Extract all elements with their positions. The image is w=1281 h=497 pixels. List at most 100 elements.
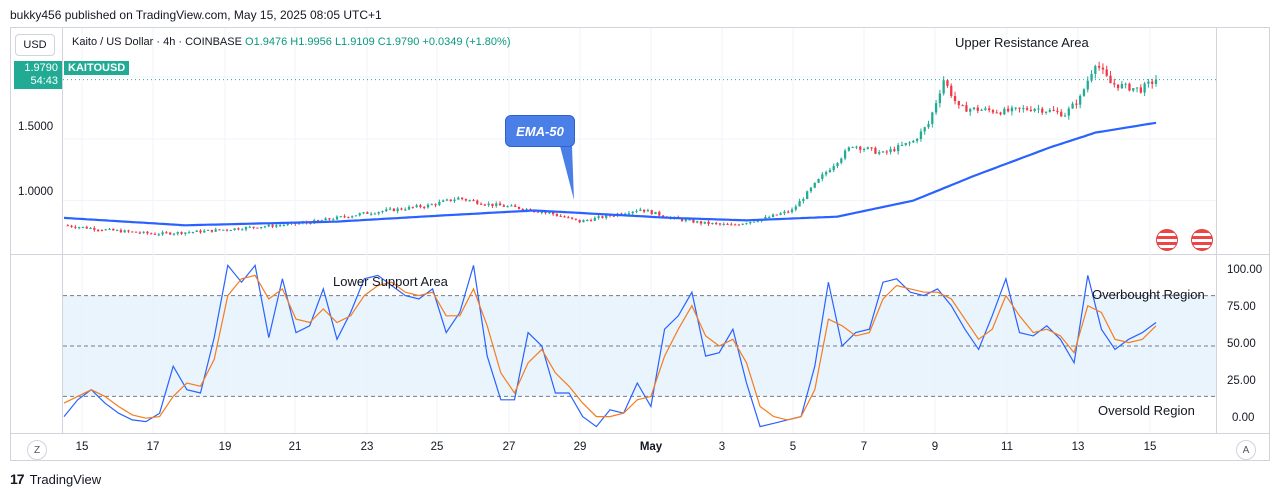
candle-body [161, 232, 164, 235]
us-flag-event-icon[interactable] [1156, 229, 1178, 251]
candle-body [859, 146, 862, 150]
candle-body [309, 222, 312, 224]
candle-body [567, 217, 570, 219]
lower-support-label: Lower Support Area [333, 274, 448, 289]
legend-low: L1.9109 [334, 36, 375, 48]
candle-body [278, 225, 282, 227]
candle-body [172, 233, 176, 235]
time-axis-label: 7 [860, 441, 868, 453]
candle-body [214, 229, 217, 232]
candle-body [1029, 109, 1033, 111]
symbol-legend: Kaito / US Dollar · 4h · COINBASE O1.947… [72, 36, 511, 48]
candle-body [169, 232, 172, 235]
candle-body [1147, 81, 1150, 84]
candle-body [1154, 79, 1158, 84]
candle-body [229, 230, 232, 232]
candle-body [267, 224, 270, 227]
candle-body [988, 108, 991, 111]
candle-body [540, 212, 543, 214]
candle-body [658, 211, 661, 216]
candle-body [601, 216, 604, 218]
candle-body [320, 220, 323, 222]
candle-body [347, 216, 350, 218]
candle-body [453, 199, 456, 201]
candle-body [423, 207, 426, 209]
candle-body [134, 231, 138, 233]
candle-body [324, 218, 327, 221]
ema-50-line [63, 121, 1157, 227]
candle-body [491, 203, 494, 206]
osc-axis-label: 100.00 [1227, 264, 1263, 276]
candle-body [563, 216, 566, 218]
candle-body [878, 152, 881, 154]
candle-body [737, 224, 741, 226]
candle-body [510, 205, 513, 207]
candle-body [263, 226, 267, 228]
candle-body [442, 200, 445, 202]
candle-body [631, 211, 634, 214]
candle-body [855, 146, 858, 148]
candle-body [411, 206, 414, 208]
time-axis-label: 15 [75, 441, 89, 453]
candle-body [1120, 84, 1124, 89]
currency-button[interactable]: USD [15, 34, 55, 56]
stoch-d-line [63, 274, 1157, 421]
time-axis-label: 15 [1143, 441, 1157, 453]
candle-body [950, 85, 953, 97]
candle-body [191, 231, 195, 233]
candle-body [203, 230, 206, 233]
last-price-value: 1.9790 [24, 62, 58, 74]
candle-body [843, 150, 847, 159]
candle-body [957, 101, 960, 106]
candle-body [415, 205, 418, 208]
time-axis-label: 23 [360, 441, 374, 453]
candle-body [961, 105, 964, 107]
candle-body [574, 218, 578, 220]
candle-body [1109, 75, 1112, 84]
candle-body [1014, 107, 1017, 109]
candle-body [112, 228, 115, 231]
z-button[interactable]: Z [27, 440, 47, 460]
candle-body [1105, 69, 1108, 76]
candle-body [525, 209, 528, 211]
candle-body [180, 232, 183, 234]
candle-body [551, 212, 555, 215]
footer-brand: TradingView [29, 471, 102, 487]
candle-body [965, 105, 968, 112]
us-flag-event-icon[interactable] [1191, 229, 1213, 251]
candle-body [78, 227, 81, 229]
candle-body [536, 211, 540, 213]
overbought-label: Overbought Region [1092, 287, 1205, 302]
candle-body [119, 230, 123, 233]
candle-body [1052, 110, 1055, 112]
candle-body [817, 178, 820, 183]
candle-body [396, 208, 399, 212]
candle-body [1063, 115, 1067, 117]
ema-50-callout[interactable]: EMA-50 [505, 115, 575, 147]
candle-body [176, 232, 179, 234]
candle-body [502, 205, 505, 207]
auto-scale-button[interactable]: A [1236, 440, 1256, 460]
candle-body [1113, 83, 1116, 85]
candle-body [586, 220, 589, 222]
candle-body [991, 110, 995, 113]
pane-divider[interactable] [10, 254, 1270, 255]
candle-body [946, 80, 949, 86]
candle-body [332, 219, 335, 221]
candle-body [730, 224, 733, 226]
candle-body [165, 232, 168, 234]
osc-axis-label: 50.00 [1227, 338, 1256, 350]
legend-change: +0.0349 (+1.80%) [422, 36, 511, 48]
candle-body [1139, 87, 1142, 93]
candle-body [1022, 108, 1025, 110]
candle-body [1135, 87, 1139, 89]
candle-body [642, 209, 646, 212]
time-axis-label: 25 [430, 441, 444, 453]
tradingview-footer[interactable]: 17 TradingView [10, 471, 101, 487]
candle-body [517, 206, 521, 209]
candle-body [999, 112, 1002, 115]
candle-body [726, 223, 729, 225]
candle-body [597, 216, 600, 218]
candle-body [624, 213, 627, 215]
